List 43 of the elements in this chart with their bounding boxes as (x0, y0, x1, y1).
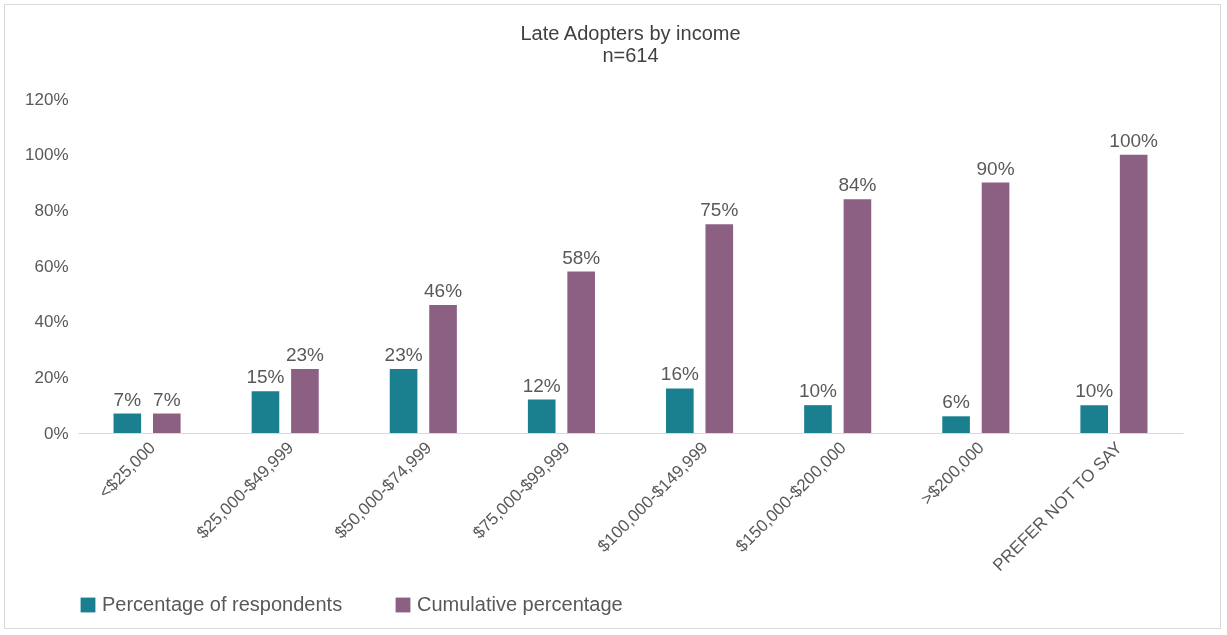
bar (389, 368, 418, 433)
y-tick-label: 100% (25, 145, 69, 165)
y-tick-label: 60% (34, 256, 69, 276)
bar (429, 304, 457, 433)
data-label: 10% (1075, 380, 1114, 402)
bar (705, 224, 734, 433)
data-label: 84% (838, 174, 877, 196)
data-label: 100% (1109, 129, 1159, 151)
y-tick-label: 120% (25, 89, 69, 109)
y-tick-label: 80% (34, 200, 69, 220)
data-label: 15% (246, 366, 285, 388)
bar (567, 271, 595, 433)
data-label: 7% (113, 388, 142, 410)
data-label: 6% (942, 391, 970, 413)
bar (1119, 154, 1148, 433)
data-label: 10% (798, 380, 838, 402)
data-label: 12% (522, 374, 561, 396)
chart-title: Late Adopters by income (520, 22, 741, 44)
bar (843, 199, 872, 433)
data-label: 23% (285, 343, 325, 365)
bar (251, 391, 280, 433)
data-label: 75% (700, 199, 739, 221)
data-label: 58% (562, 246, 601, 268)
data-label: 7% (153, 388, 181, 410)
data-label: 16% (660, 363, 699, 385)
bar (113, 413, 142, 433)
legend-label: Cumulative percentage (417, 593, 623, 615)
bar (152, 413, 181, 433)
y-tick-label: 20% (34, 367, 69, 387)
data-label: 46% (424, 279, 463, 301)
bar (527, 399, 556, 433)
data-label: 23% (384, 343, 423, 365)
data-label: 90% (976, 157, 1015, 179)
y-tick-label: 0% (43, 423, 69, 443)
chart-subtitle: n=614 (602, 44, 659, 66)
y-tick-label: 40% (34, 312, 69, 332)
bar (666, 388, 694, 433)
bar (291, 368, 319, 433)
bar (942, 416, 970, 433)
legend-label: Percentage of respondents (102, 593, 343, 615)
bar (1080, 405, 1109, 433)
bar (981, 182, 1010, 433)
bar (804, 405, 832, 433)
